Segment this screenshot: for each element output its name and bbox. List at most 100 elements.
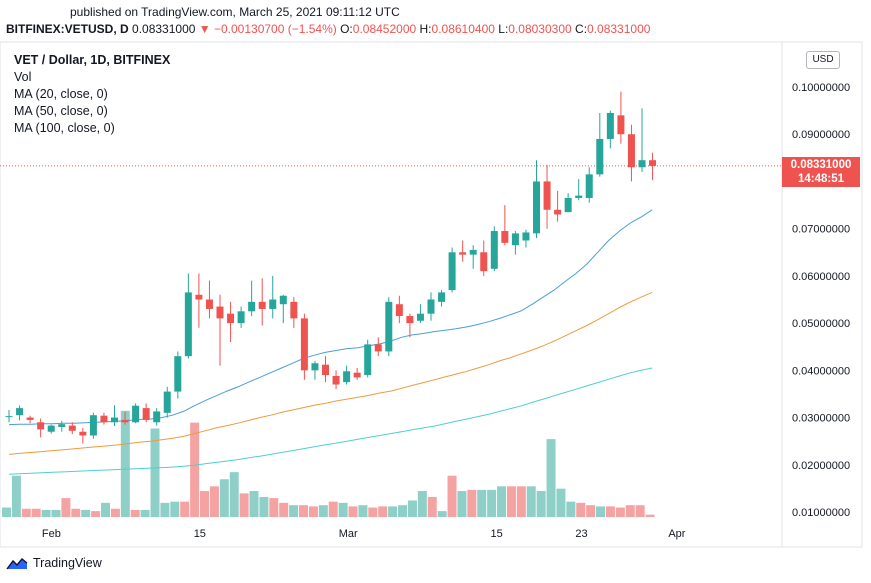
- candle-body: [300, 318, 308, 371]
- candle-body: [480, 252, 488, 272]
- volume-bar: [2, 507, 11, 517]
- candle-body: [195, 294, 203, 300]
- candle-body: [343, 371, 351, 383]
- last-price: 0.08331000: [132, 22, 196, 36]
- legend-title[interactable]: VET / Dollar, 1D, BITFINEX: [14, 53, 171, 67]
- volume-bar: [200, 491, 210, 517]
- volume-bar: [209, 486, 219, 517]
- volume-bar: [407, 500, 417, 517]
- candle-body: [174, 356, 182, 392]
- candle-body: [511, 233, 519, 246]
- volume-bar: [526, 486, 536, 517]
- candle-body: [564, 197, 572, 213]
- x-tick-label: 15: [491, 528, 503, 540]
- candle-body: [374, 344, 382, 352]
- candle-body: [543, 181, 551, 210]
- volume-bar: [180, 501, 190, 517]
- close-label: C:: [575, 22, 588, 36]
- candle-body: [395, 304, 403, 317]
- candle-body: [638, 160, 646, 168]
- candle-body: [575, 195, 583, 198]
- tradingview-brand[interactable]: TradingView: [6, 556, 102, 570]
- candle-body: [121, 419, 129, 423]
- chart-header: published on TradingView.com, March 25, …: [0, 0, 871, 42]
- volume-bar: [467, 489, 477, 517]
- volume-bar: [11, 475, 21, 517]
- volume-bar: [398, 505, 408, 517]
- volume-bar: [556, 488, 566, 517]
- currency-button[interactable]: USD: [806, 51, 840, 69]
- volume-bar: [388, 506, 398, 517]
- open-label: O:: [340, 22, 353, 36]
- volume-bar: [358, 505, 368, 517]
- ma20-line: [8, 209, 653, 426]
- volume-bar: [417, 491, 427, 517]
- candle-body: [438, 292, 446, 302]
- volume-bar: [348, 506, 358, 517]
- legend-ma100[interactable]: MA (100, close, 0): [14, 121, 115, 135]
- legend-ma20[interactable]: MA (20, close, 0): [14, 87, 108, 101]
- x-tick-label: 23: [575, 528, 587, 540]
- volume-bar: [318, 505, 328, 517]
- volume-bar: [437, 511, 447, 517]
- volume-bar: [615, 507, 625, 517]
- candle-body: [469, 249, 477, 255]
- volume-bar: [506, 486, 516, 517]
- volume-bar: [516, 486, 526, 517]
- last-price-tag: 0.08331000 14:48:51: [782, 157, 860, 187]
- volume-bar: [497, 486, 507, 517]
- candle-body: [596, 138, 604, 175]
- y-tick-label: 0.03000000: [792, 413, 850, 425]
- candle-body: [290, 301, 298, 319]
- volume-bar: [635, 505, 645, 517]
- candle-body: [617, 115, 625, 135]
- y-tick-label: 0.06000000: [792, 271, 850, 283]
- candle-body: [37, 422, 45, 430]
- brand-name: TradingView: [33, 556, 102, 570]
- volume-bar: [447, 475, 457, 517]
- candle-body: [364, 344, 372, 376]
- candle-body: [533, 181, 540, 234]
- candle-body: [501, 231, 509, 243]
- volume-bar: [457, 491, 467, 517]
- y-tick-label: 0.10000000: [792, 82, 850, 94]
- legend-vol[interactable]: Vol: [14, 70, 32, 84]
- open-value: 0.08452000: [352, 22, 417, 36]
- volume-bar: [41, 509, 51, 517]
- y-tick-label: 0.01000000: [792, 507, 850, 519]
- y-tick-label: 0.04000000: [792, 365, 850, 377]
- candle-body: [89, 415, 97, 436]
- volume-bar: [170, 501, 180, 517]
- candle-body: [279, 295, 287, 305]
- volume-bar: [289, 505, 299, 517]
- volume-bar: [229, 472, 239, 517]
- candle-body: [111, 417, 118, 423]
- candle-body: [311, 363, 319, 371]
- volume-bar: [427, 496, 437, 517]
- candle-body: [627, 134, 635, 168]
- price-tag-countdown: 14:48:51: [797, 173, 845, 185]
- candle-body: [606, 112, 614, 139]
- candle-body: [522, 232, 530, 241]
- volume-bar: [625, 505, 635, 517]
- volume-bar: [328, 501, 338, 517]
- volume-bar: [110, 508, 120, 517]
- candle-body: [248, 301, 256, 312]
- candle-body: [100, 415, 108, 423]
- volume-bar: [576, 502, 586, 517]
- close-value: 0.08331000: [587, 22, 651, 36]
- volume-bar: [338, 502, 348, 517]
- candle-body: [58, 424, 66, 427]
- x-tick-label: Apr: [668, 528, 685, 540]
- ohlc-readout: BITFINEX:VETUSD, D 0.08331000 ▼ −0.00130…: [6, 22, 650, 36]
- volume-bar: [31, 508, 41, 517]
- candle-body: [459, 252, 467, 255]
- legend-ma50[interactable]: MA (50, close, 0): [14, 104, 108, 118]
- candle-body: [163, 391, 171, 413]
- volume-bar: [487, 489, 497, 517]
- candle-body: [448, 252, 456, 291]
- candle-body: [16, 408, 24, 416]
- volume-bar: [51, 509, 61, 517]
- candle-body: [184, 292, 192, 357]
